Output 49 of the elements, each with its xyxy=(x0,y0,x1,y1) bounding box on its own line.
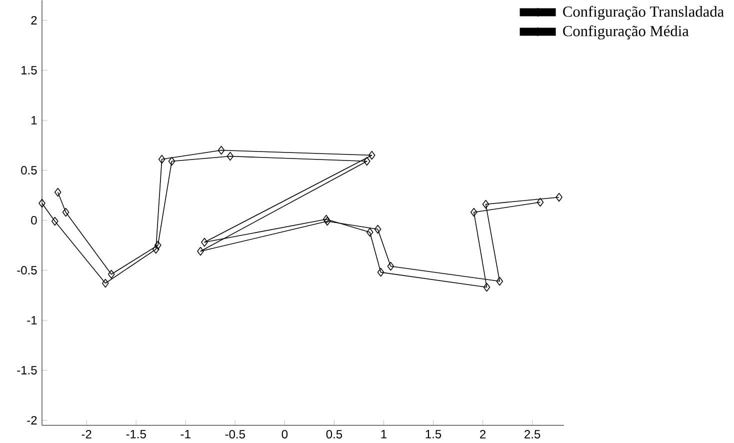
point xyxy=(470,208,478,217)
y-tick-label: 0 xyxy=(31,216,37,224)
x-tick-label: -1 xyxy=(180,430,190,438)
point xyxy=(51,216,58,226)
point xyxy=(168,156,176,166)
x-tick-label: 1.5 xyxy=(426,430,442,438)
point xyxy=(152,244,160,254)
point xyxy=(366,228,374,237)
point xyxy=(322,214,330,224)
point xyxy=(108,270,115,279)
x-tick-label: 2 xyxy=(480,430,486,438)
x-tick-label: -2 xyxy=(82,430,92,438)
point xyxy=(201,238,208,247)
point xyxy=(154,240,162,250)
point xyxy=(218,146,225,155)
x-tick-label: 0.5 xyxy=(326,430,342,438)
x-tick-label: -0.5 xyxy=(225,430,245,438)
x-tick-label: -1.5 xyxy=(126,430,146,438)
x-tick-label: 0 xyxy=(282,430,288,438)
point xyxy=(62,208,70,217)
point xyxy=(364,156,370,166)
point xyxy=(482,200,490,209)
point xyxy=(368,150,376,160)
point xyxy=(387,262,394,271)
point xyxy=(483,282,490,292)
x-tick-label: 2.5 xyxy=(524,430,540,438)
y-tick-label: 1.5 xyxy=(22,66,37,74)
point xyxy=(496,276,504,286)
point xyxy=(197,246,204,256)
point xyxy=(536,198,544,207)
y-tick-label: 1 xyxy=(32,116,37,124)
y-tick-label: -1.5 xyxy=(17,366,37,374)
point xyxy=(38,198,46,208)
x-tick-label: 1 xyxy=(381,430,386,438)
y-tick-label: -2 xyxy=(27,416,37,424)
y-tick-label: -0.5 xyxy=(17,266,37,274)
point xyxy=(226,152,234,161)
point xyxy=(377,268,384,277)
point xyxy=(54,188,62,197)
point xyxy=(374,224,382,234)
legend-label: Configuração Transladada xyxy=(563,6,724,20)
point xyxy=(158,154,166,164)
point xyxy=(324,216,331,226)
point xyxy=(556,192,562,202)
point xyxy=(102,278,109,288)
legend-label: Configuração Média xyxy=(563,25,689,40)
y-tick-label: 2 xyxy=(31,16,37,24)
y-tick-label: 0.5 xyxy=(21,166,37,174)
y-tick-label: -1 xyxy=(27,316,37,324)
